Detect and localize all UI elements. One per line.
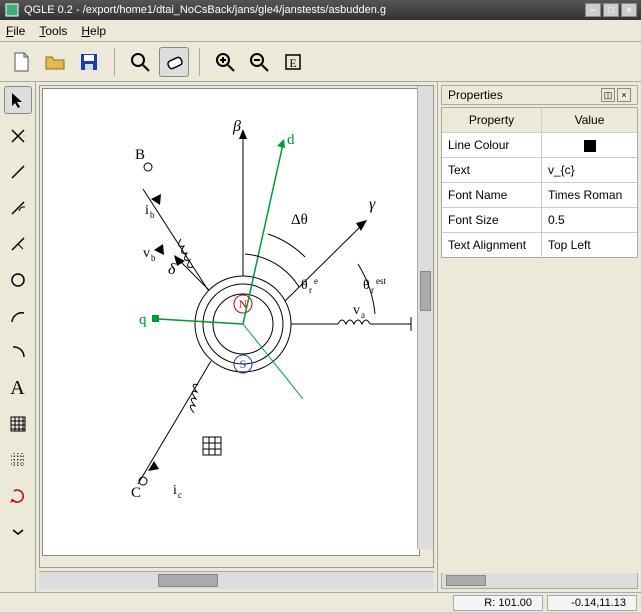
svg-text:i: i — [145, 203, 149, 218]
perp-line-tool[interactable] — [4, 230, 32, 258]
canvas-horizontal-scrollbar[interactable] — [39, 571, 434, 589]
close-button[interactable]: × — [621, 3, 637, 17]
canvas-area: N S β d q — [36, 82, 437, 592]
status-coords: -0.14,11.13 — [547, 595, 637, 611]
osnap-tool[interactable] — [4, 482, 32, 510]
svg-text:S: S — [240, 357, 247, 371]
svg-text:C: C — [131, 485, 141, 501]
properties-table: Property Value Line Colour Text v_{c} Fo… — [441, 107, 638, 258]
svg-text:est: est — [376, 276, 386, 286]
svg-text:b: b — [150, 210, 155, 220]
statusbar: R: 101.00 -0.14,11.13 — [0, 592, 641, 612]
svg-text:r: r — [309, 285, 312, 295]
svg-text:B: B — [135, 147, 145, 163]
svg-text:i: i — [173, 483, 177, 498]
table-row[interactable]: Text Alignment Top Left — [442, 233, 637, 257]
panel-dock-button[interactable]: ◫ — [601, 88, 615, 102]
svg-text:q: q — [139, 312, 147, 328]
titlebar: QGLE 0.2 - /export/home1/dtai_NoCsBack/j… — [0, 0, 641, 20]
tangent-line-tool[interactable] — [4, 194, 32, 222]
text-tool[interactable]: A — [4, 374, 32, 402]
prop-header-val: Value — [542, 108, 637, 132]
new-file-button[interactable] — [6, 47, 36, 77]
eraser-tool-button[interactable] — [159, 47, 189, 77]
svg-text:δ: δ — [168, 261, 176, 278]
menu-file[interactable]: File — [6, 24, 25, 38]
tool-sidebar: A — [0, 82, 36, 592]
maximize-button[interactable]: □ — [603, 3, 619, 17]
canvas-vertical-scrollbar[interactable] — [417, 86, 433, 549]
svg-text:γ: γ — [369, 196, 376, 213]
grid-tool[interactable] — [4, 410, 32, 438]
svg-text:v: v — [143, 246, 150, 261]
export-button[interactable]: E — [278, 47, 308, 77]
panel-close-button[interactable]: × — [617, 88, 631, 102]
line-tool[interactable] — [4, 158, 32, 186]
menu-help[interactable]: Help — [81, 24, 106, 38]
toolbar: E — [0, 42, 641, 82]
svg-text:θ: θ — [301, 278, 308, 293]
app-icon — [4, 2, 20, 18]
properties-horizontal-scrollbar[interactable] — [441, 573, 638, 589]
zoom-in-button[interactable] — [210, 47, 240, 77]
window-title: QGLE 0.2 - /export/home1/dtai_NoCsBack/j… — [24, 4, 585, 16]
canvas-viewport[interactable]: N S β d q — [39, 85, 434, 568]
open-file-button[interactable] — [40, 47, 70, 77]
menu-tools[interactable]: Tools — [39, 24, 67, 38]
prop-header-key: Property — [442, 108, 542, 132]
svg-text:c: c — [178, 490, 182, 500]
zoom-out-button[interactable] — [244, 47, 274, 77]
zoom-tool-button[interactable] — [125, 47, 155, 77]
table-row[interactable]: Line Colour — [442, 133, 637, 158]
diagram-svg: N S β d q — [43, 89, 421, 557]
more-tools[interactable] — [4, 518, 32, 546]
menubar: File Tools Help — [0, 20, 641, 42]
status-radius: R: 101.00 — [453, 595, 543, 611]
pointer-tool[interactable] — [4, 86, 32, 114]
snap-tool[interactable] — [4, 446, 32, 474]
properties-panel: Properties ◫ × Property Value Line Colou… — [437, 82, 641, 592]
properties-header: Properties ◫ × — [441, 85, 638, 105]
line-colour-swatch[interactable] — [584, 140, 596, 152]
arc-tool[interactable] — [4, 302, 32, 330]
arc2-tool[interactable] — [4, 338, 32, 366]
circle-tool[interactable] — [4, 266, 32, 294]
svg-text:b: b — [151, 253, 156, 263]
properties-title: Properties — [448, 88, 503, 102]
svg-text:β: β — [232, 118, 241, 135]
minimize-button[interactable]: – — [585, 3, 601, 17]
svg-text:E: E — [289, 56, 296, 70]
cross-tool[interactable] — [4, 122, 32, 150]
svg-text:Δθ: Δθ — [291, 212, 308, 228]
svg-text:θ: θ — [363, 278, 370, 293]
table-row[interactable]: Font Name Times Roman — [442, 183, 637, 208]
svg-text:r: r — [371, 285, 374, 295]
svg-text:d: d — [287, 132, 295, 148]
save-file-button[interactable] — [74, 47, 104, 77]
table-row[interactable]: Font Size 0.5 — [442, 208, 637, 233]
canvas-paper[interactable]: N S β d q — [42, 88, 420, 556]
table-row[interactable]: Text v_{c} — [442, 158, 637, 183]
svg-text:e: e — [314, 276, 318, 286]
svg-text:a: a — [361, 310, 365, 320]
svg-text:v: v — [353, 303, 360, 318]
